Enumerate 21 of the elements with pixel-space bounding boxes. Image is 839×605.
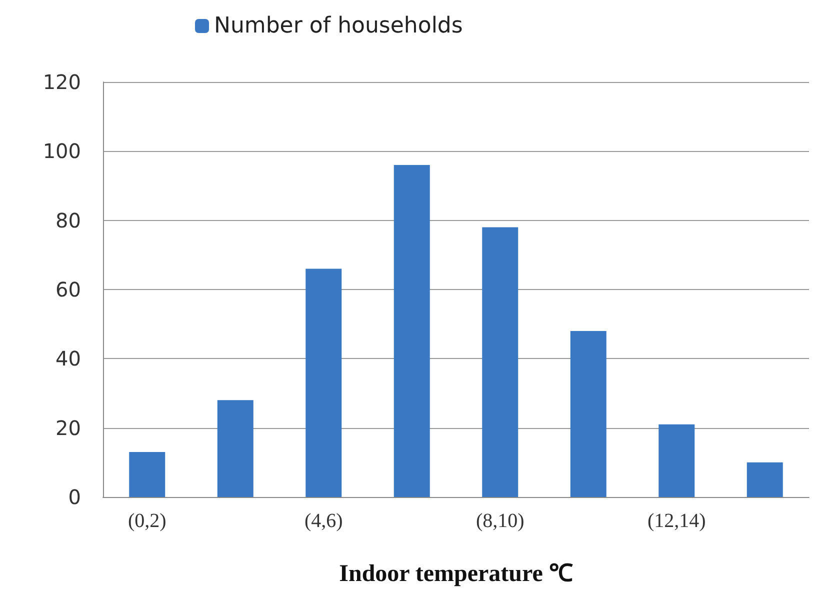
bar <box>306 268 342 497</box>
y-tick-label: 120 <box>42 70 81 94</box>
bar <box>129 452 166 497</box>
y-tick-label: 60 <box>56 278 81 302</box>
x-tick-label: (12,14) <box>647 510 706 532</box>
bar <box>482 227 518 497</box>
y-tick-label: 0 <box>68 485 81 509</box>
y-tick-label: 20 <box>56 416 81 440</box>
legend-label: Number of households <box>214 14 463 38</box>
x-tick-label: (0,2) <box>128 510 166 532</box>
y-tick-label: 80 <box>56 208 81 232</box>
y-tick-label: 100 <box>42 139 81 164</box>
x-tick-label: (4,6) <box>304 510 343 532</box>
y-tick-label: 40 <box>56 346 81 371</box>
bar <box>746 462 783 497</box>
bar <box>217 400 254 497</box>
x-tick-label: (8,10) <box>476 510 524 532</box>
bar <box>658 424 695 497</box>
x-axis-title: Indoor temperature ℃ <box>339 561 573 587</box>
bar <box>570 331 606 497</box>
bar <box>394 165 430 497</box>
